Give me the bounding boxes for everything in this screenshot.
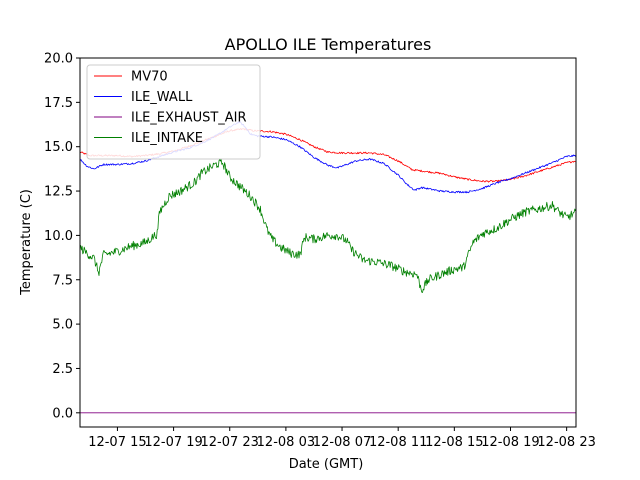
x-tick-label: 12-08 15 — [425, 435, 483, 450]
legend-label: ILE_WALL — [131, 90, 193, 105]
x-tick-label: 12-07 15 — [88, 435, 146, 450]
y-axis-label: Temperature (C) — [19, 189, 34, 296]
y-tick-label: 20.0 — [44, 52, 73, 67]
y-axis: 0.0 2.5 5.0 7.5 10.0 12.5 15.0 17.5 20.0 — [44, 52, 80, 421]
y-tick-label: 0.0 — [52, 406, 73, 421]
legend-label: ILE_INTAKE — [131, 131, 203, 146]
x-axis-label: Date (GMT) — [289, 457, 364, 472]
legend: MV70 ILE_WALL ILE_EXHAUST_AIR ILE_INTAKE — [86, 64, 261, 160]
x-tick-label: 12-07 23 — [201, 435, 259, 450]
y-tick-label: 15.0 — [44, 140, 73, 155]
x-tick-label: 12-08 07 — [313, 435, 371, 450]
legend-label: ILE_EXHAUST_AIR — [131, 111, 247, 126]
y-tick-label: 17.5 — [44, 96, 73, 111]
y-tick-label: 12.5 — [44, 185, 73, 200]
x-tick-label: 12-07 19 — [144, 435, 202, 450]
plot-frame — [79, 57, 577, 428]
series-line-ile-intake — [79, 158, 576, 293]
legend-label: MV70 — [131, 70, 168, 85]
x-tick-label: 12-08 03 — [257, 435, 315, 450]
y-tick-label: 7.5 — [52, 273, 73, 288]
chart-title: APOLLO ILE Temperatures — [225, 35, 432, 54]
y-tick-label: 10.0 — [44, 229, 73, 244]
legend-box — [86, 64, 261, 160]
x-tick-label: 12-08 23 — [537, 435, 595, 450]
x-tick-label: 12-08 11 — [369, 435, 427, 450]
y-tick-label: 2.5 — [52, 362, 73, 377]
y-tick-label: 5.0 — [52, 318, 73, 333]
x-tick-label: 12-08 19 — [481, 435, 539, 450]
